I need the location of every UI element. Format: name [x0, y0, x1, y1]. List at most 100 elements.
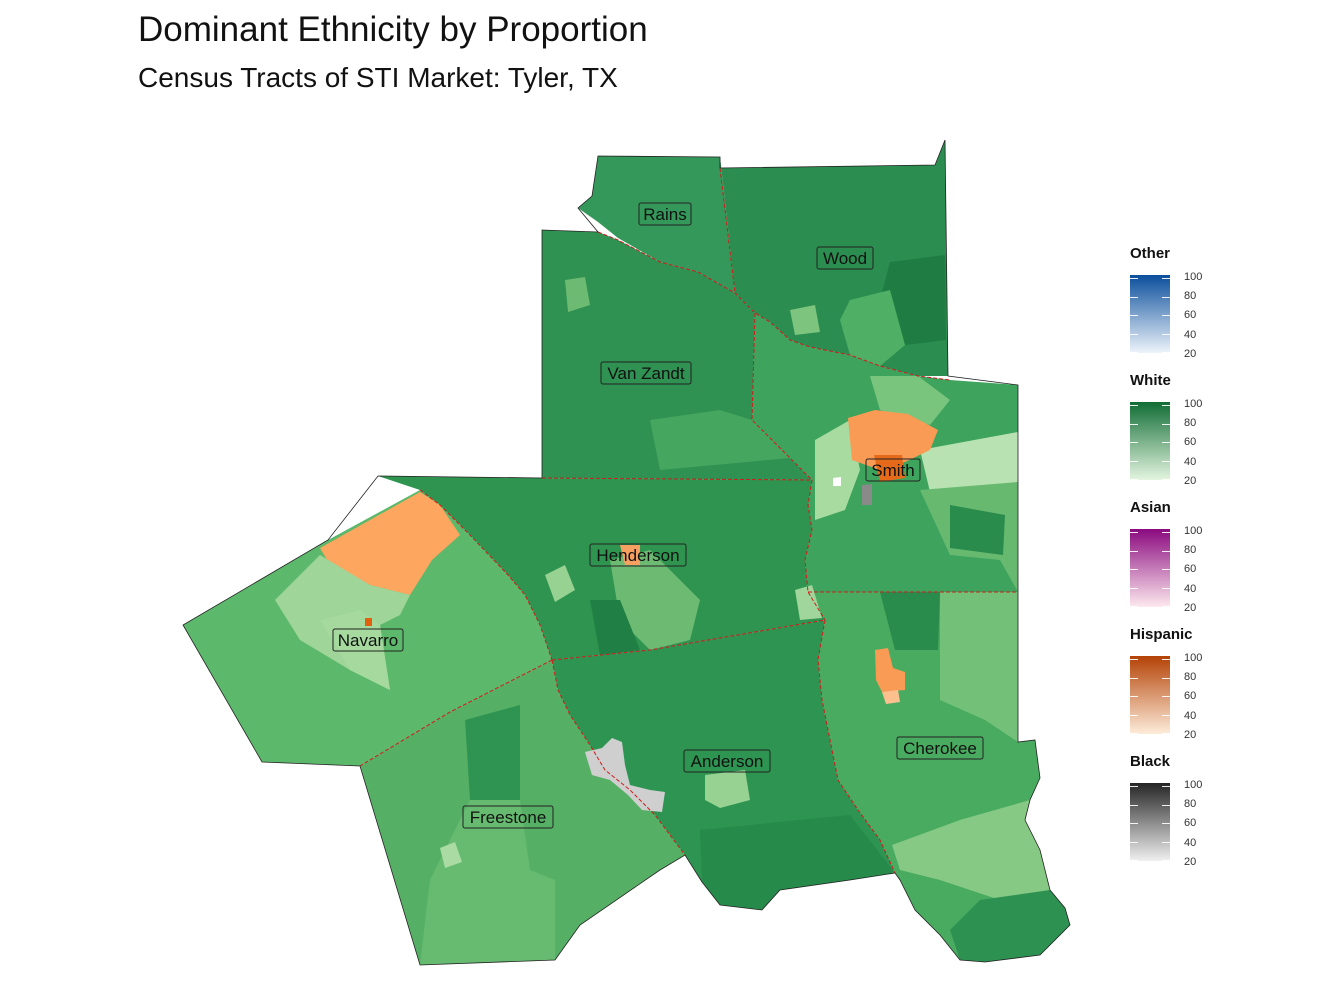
legend-black: Black 100 80 60 40 20	[1130, 753, 1240, 880]
legend-tick-mark	[1130, 405, 1138, 406]
legend-tick-label: 80	[1184, 798, 1197, 811]
tract-smith-dark	[950, 505, 1005, 555]
tract-hend-pale-se	[795, 585, 822, 620]
legend-tick-label: 100	[1184, 652, 1203, 664]
label-box	[865, 458, 921, 482]
tract-other-tyler	[833, 477, 841, 486]
legend-tick-mark	[1162, 587, 1170, 589]
label-text: Wood	[823, 249, 867, 268]
legend-tick-mark	[1130, 786, 1138, 787]
legend-tick-mark	[1162, 460, 1170, 462]
label-freestone: Freestone	[462, 805, 554, 829]
label-text: Cherokee	[903, 739, 977, 758]
legend-colorbar	[1130, 656, 1170, 734]
tract-wood-pale	[790, 305, 820, 335]
legend-tick-mark	[1130, 587, 1138, 589]
tract-hisp-tyler-north	[848, 410, 938, 470]
tract-and-pale	[705, 770, 750, 808]
legend-tick-label: 20	[1184, 474, 1197, 487]
legend-tick-mark	[1130, 804, 1138, 806]
legend-tick-mark	[1162, 606, 1170, 607]
tract-smith-west	[815, 420, 860, 520]
legend-tick-label: 80	[1184, 290, 1197, 303]
label-text: Navarro	[338, 631, 398, 650]
legend-tick-mark	[1162, 423, 1170, 425]
legend-asian: Asian 100 80 60 40 20	[1130, 499, 1240, 626]
label-text: Rains	[643, 205, 686, 224]
legend-tick-mark	[1162, 823, 1170, 824]
label-box	[600, 361, 692, 385]
label-box	[589, 543, 687, 567]
legend-tick-mark	[1162, 841, 1170, 843]
label-text: Henderson	[596, 546, 679, 565]
legend-tick-mark	[1162, 804, 1170, 806]
legend-tick-label: 20	[1184, 347, 1197, 360]
label-text: Van Zandt	[607, 364, 684, 383]
legend-tick-mark	[1130, 569, 1138, 570]
tract-shading	[275, 255, 1070, 965]
legend-tick-mark	[1130, 677, 1138, 679]
county-henderson[interactable]	[378, 476, 825, 660]
label-text: Anderson	[691, 752, 764, 771]
legend-tick-mark	[1162, 714, 1170, 716]
legend-tick-mark	[1162, 659, 1170, 660]
tract-hend-dark	[590, 600, 640, 655]
legend-tick-mark	[1162, 677, 1170, 679]
tract-smith-east	[920, 432, 1018, 492]
legend-title-other: Other	[1130, 245, 1171, 262]
legend-tick-mark	[1162, 786, 1170, 787]
legend-title-black: Black	[1130, 753, 1171, 770]
map-subtitle: Census Tracts of STI Market: Tyler, TX	[138, 62, 618, 93]
label-box	[896, 736, 984, 760]
legend-tick-mark	[1130, 696, 1138, 697]
legend-tick-label: 60	[1184, 309, 1197, 322]
label-box	[683, 749, 771, 773]
legend-tick-mark	[1130, 296, 1138, 298]
legend-tick-label: 20	[1184, 855, 1197, 868]
label-van-zandt: Van Zandt	[600, 361, 692, 385]
legend-tick-mark	[1130, 532, 1138, 533]
county-van-zandt[interactable]	[542, 230, 812, 480]
tract-cher-dark-south	[950, 890, 1070, 962]
legend-tick-label: 40	[1184, 455, 1197, 468]
legend-tick-mark	[1130, 278, 1138, 279]
label-cherokee: Cherokee	[896, 736, 984, 760]
map-title: Dominant Ethnicity by Proportion	[138, 10, 648, 49]
tract-navarro-hisp	[320, 492, 460, 595]
legend-tick-label: 100	[1184, 398, 1203, 410]
tract-cher-hisp	[875, 648, 905, 692]
label-smith: Smith	[865, 458, 921, 482]
tract-navarro-light	[320, 610, 390, 690]
legend-tick-mark	[1130, 352, 1138, 353]
label-box	[332, 628, 404, 652]
label-box	[816, 246, 874, 270]
legend-tick-mark	[1162, 550, 1170, 552]
legend-tick-mark	[1130, 315, 1138, 316]
legend-tick-label: 60	[1184, 436, 1197, 449]
label-wood: Wood	[816, 246, 874, 270]
legend-tick-label: 80	[1184, 417, 1197, 430]
legend-tick-label: 60	[1184, 817, 1197, 830]
legend-tick-label: 40	[1184, 709, 1197, 722]
label-text: Smith	[871, 461, 914, 480]
label-navarro: Navarro	[332, 628, 404, 652]
legend-tick-mark	[1162, 569, 1170, 570]
legend-tick-mark	[1162, 296, 1170, 298]
legend-tick-mark	[1162, 442, 1170, 443]
legend-tick-label: 20	[1184, 601, 1197, 614]
tract-vz-mid	[650, 410, 790, 470]
legend-tick-mark	[1162, 532, 1170, 533]
legend-tick-mark	[1162, 479, 1170, 480]
tract-wood-light	[840, 290, 905, 366]
label-henderson: Henderson	[589, 543, 687, 567]
tract-hend-hisp	[620, 545, 640, 565]
tract-cher-pale	[892, 800, 1050, 900]
tract-hend-light	[610, 550, 700, 650]
legend-tick-label: 80	[1184, 671, 1197, 684]
legend-other: Other 100 80 60 40 20	[1130, 245, 1240, 372]
legend-tick-label: 100	[1184, 271, 1203, 283]
legend-tick-mark	[1130, 659, 1138, 660]
legend-tick-labels: 100 80 60 40 20	[1184, 652, 1202, 748]
legend-white: White 100 80 60 40 20	[1130, 372, 1240, 499]
